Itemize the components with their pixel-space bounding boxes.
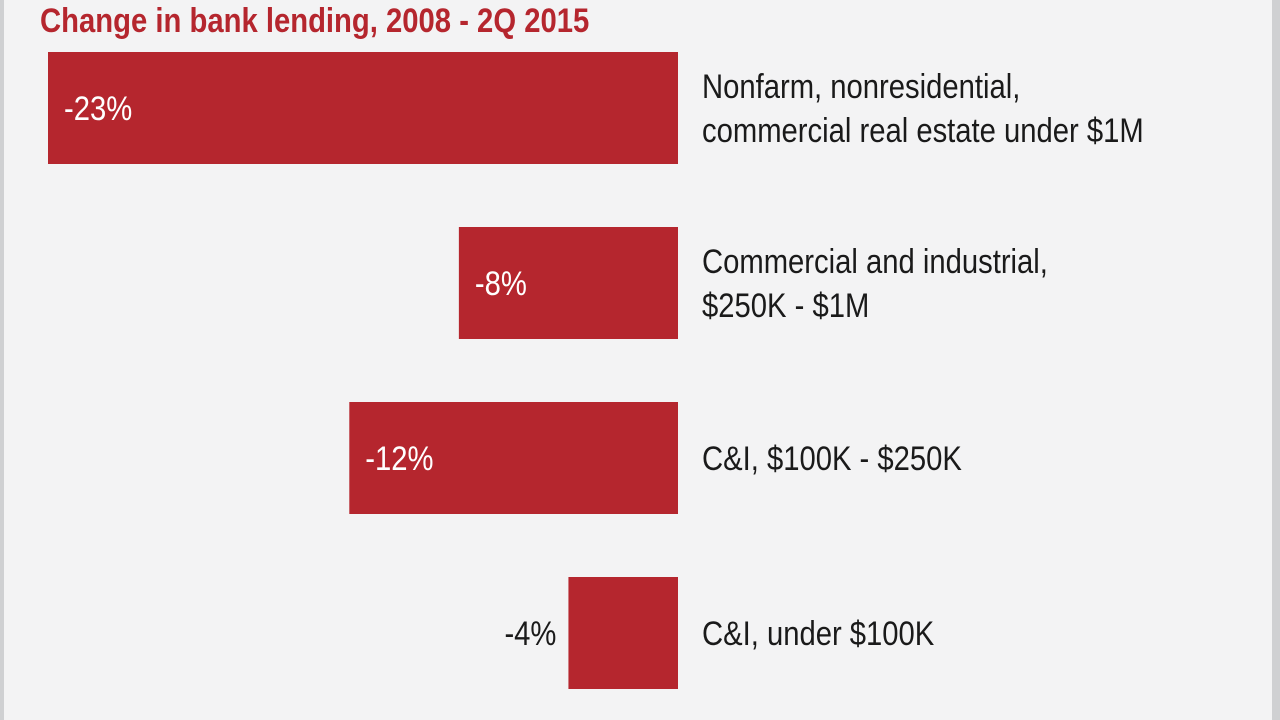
value-label-0: -23% [64, 89, 132, 128]
chart-title: Change in bank lending, 2008 - 2Q 2015 [40, 2, 590, 40]
category-label-1-1: $250K - $1M [702, 286, 869, 325]
category-label-0-1: commercial real estate under $1M [702, 111, 1144, 150]
category-label-3-0: C&I, under $100K [702, 614, 934, 653]
bar-0 [48, 52, 678, 164]
value-label-2: -12% [365, 439, 433, 478]
category-label-0-0: Nonfarm, nonresidential, [702, 67, 1020, 106]
value-label-1: -8% [475, 264, 527, 303]
category-label-2-0: C&I, $100K - $250K [702, 439, 962, 478]
category-label-1-0: Commercial and industrial, [702, 242, 1048, 281]
bar-3 [568, 577, 678, 689]
bar-2 [349, 402, 678, 514]
value-label-3: -4% [504, 614, 556, 653]
frame-right-border [1272, 0, 1280, 720]
frame-left-border [0, 0, 4, 720]
bar-1 [458, 227, 678, 339]
